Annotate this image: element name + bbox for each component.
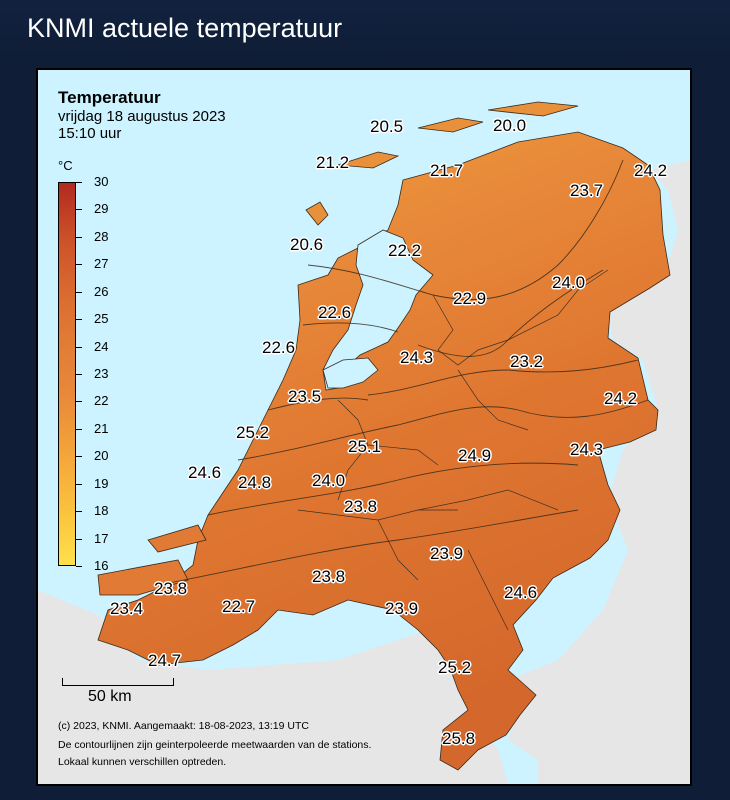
map-date: vrijdag 18 augustus 2023 xyxy=(58,108,226,125)
scale-bar xyxy=(62,678,174,686)
station-temperature: 23.8 xyxy=(312,567,346,586)
legend-tick xyxy=(76,428,82,430)
legend-label: 21 xyxy=(94,420,109,436)
netherlands-land xyxy=(97,131,671,771)
zeeland-islands xyxy=(97,524,207,596)
station-temperature: 20.0 xyxy=(493,116,527,135)
station-temperature: 24.6 xyxy=(504,583,538,602)
map-time: 15:10 uur xyxy=(58,125,122,142)
temperature-map: Temperatuur vrijdag 18 augustus 2023 15:… xyxy=(36,68,692,786)
legend-tick xyxy=(76,291,82,293)
map-canvas xyxy=(38,70,690,784)
station-temperature: 24.2 xyxy=(604,389,638,408)
legend-tick xyxy=(76,566,82,567)
scale-label: 50 km xyxy=(88,688,132,705)
station-temperature: 23.7 xyxy=(570,181,604,200)
markermeer xyxy=(322,357,379,389)
legend-label: 30 xyxy=(94,174,109,189)
legend-label: 17 xyxy=(94,530,109,546)
legend-tick xyxy=(76,236,82,238)
station-temperature: 21.7 xyxy=(430,161,464,180)
temperature-legend-bar xyxy=(58,182,76,566)
local-note: Lokaal kunnen verschillen optreden. xyxy=(58,756,227,768)
station-temperature: 22.6 xyxy=(262,338,296,357)
station-temperature: 23.9 xyxy=(385,599,419,618)
map-title: Temperatuur xyxy=(58,88,161,107)
legend-tick xyxy=(76,346,82,348)
legend-label: 20 xyxy=(94,448,109,464)
legend-unit: °C xyxy=(58,158,73,173)
station-temperature: 25.2 xyxy=(236,423,270,442)
station-temperature: 21.2 xyxy=(316,153,350,172)
legend-tick xyxy=(76,511,82,513)
station-temperature: 20.6 xyxy=(290,235,324,254)
province-borders xyxy=(297,269,609,631)
station-temperature: 23.2 xyxy=(510,352,544,371)
station-temperature: 24.0 xyxy=(312,471,346,490)
neighbouring-land xyxy=(38,160,690,784)
station-temperature: 24.3 xyxy=(400,348,434,367)
station-temperature: 22.7 xyxy=(222,597,256,616)
station-temperature: 24.9 xyxy=(458,446,492,465)
station-temperature: 23.9 xyxy=(430,544,464,563)
page-title: KNMI actuele temperatuur xyxy=(27,13,343,43)
legend-tick xyxy=(76,538,82,540)
legend-label: 22 xyxy=(94,393,109,409)
legend-label: 19 xyxy=(94,475,109,491)
station-temperature: 24.6 xyxy=(188,463,222,482)
legend-label: 26 xyxy=(94,283,109,299)
station-temperature: 23.8 xyxy=(344,497,378,516)
station-temperature: 25.1 xyxy=(348,437,382,456)
legend-tick xyxy=(76,264,82,266)
legend-label: 23 xyxy=(94,366,109,381)
legend-label: 18 xyxy=(94,503,109,519)
legend-label: 16 xyxy=(94,558,109,573)
legend-tick xyxy=(76,319,82,321)
legend-tick xyxy=(76,401,82,403)
contour-note: De contourlijnen zijn geinterpoleerde me… xyxy=(58,739,372,751)
station-temperature: 20.5 xyxy=(370,117,404,136)
legend-tick xyxy=(76,374,82,375)
station-temperature: 25.2 xyxy=(438,658,472,677)
station-temperature: 23.5 xyxy=(288,387,322,406)
station-temperature: 24.2 xyxy=(634,161,668,180)
legend-label: 27 xyxy=(94,256,109,272)
page-header: KNMI actuele temperatuur xyxy=(0,0,730,60)
legend-label: 25 xyxy=(94,311,109,327)
station-temperature: 23.8 xyxy=(154,579,188,598)
station-temperature: 24.0 xyxy=(552,273,586,292)
copyright-note: (c) 2023, KNMI. Aangemaakt: 18-08-2023, … xyxy=(58,720,309,732)
legend-label: 28 xyxy=(94,228,109,244)
map-title-block: Temperatuur vrijdag 18 augustus 2023 15:… xyxy=(58,88,226,142)
station-temperature: 22.2 xyxy=(388,241,422,260)
station-temperature: 23.4 xyxy=(110,599,144,618)
station-temperature: 24.8 xyxy=(238,473,272,492)
station-temperature: 24.3 xyxy=(570,440,604,459)
legend-tick xyxy=(76,182,82,183)
legend-tick xyxy=(76,483,82,485)
station-temperature: 22.6 xyxy=(318,303,352,322)
legend-label: 29 xyxy=(94,201,109,217)
station-temperature: 25.8 xyxy=(442,729,476,748)
wadden-islands xyxy=(305,101,579,226)
station-temperature: 22.9 xyxy=(453,289,487,308)
legend-label: 24 xyxy=(94,338,109,354)
legend-tick xyxy=(76,209,82,211)
station-temperature: 24.7 xyxy=(148,651,182,670)
legend-tick xyxy=(76,456,82,458)
